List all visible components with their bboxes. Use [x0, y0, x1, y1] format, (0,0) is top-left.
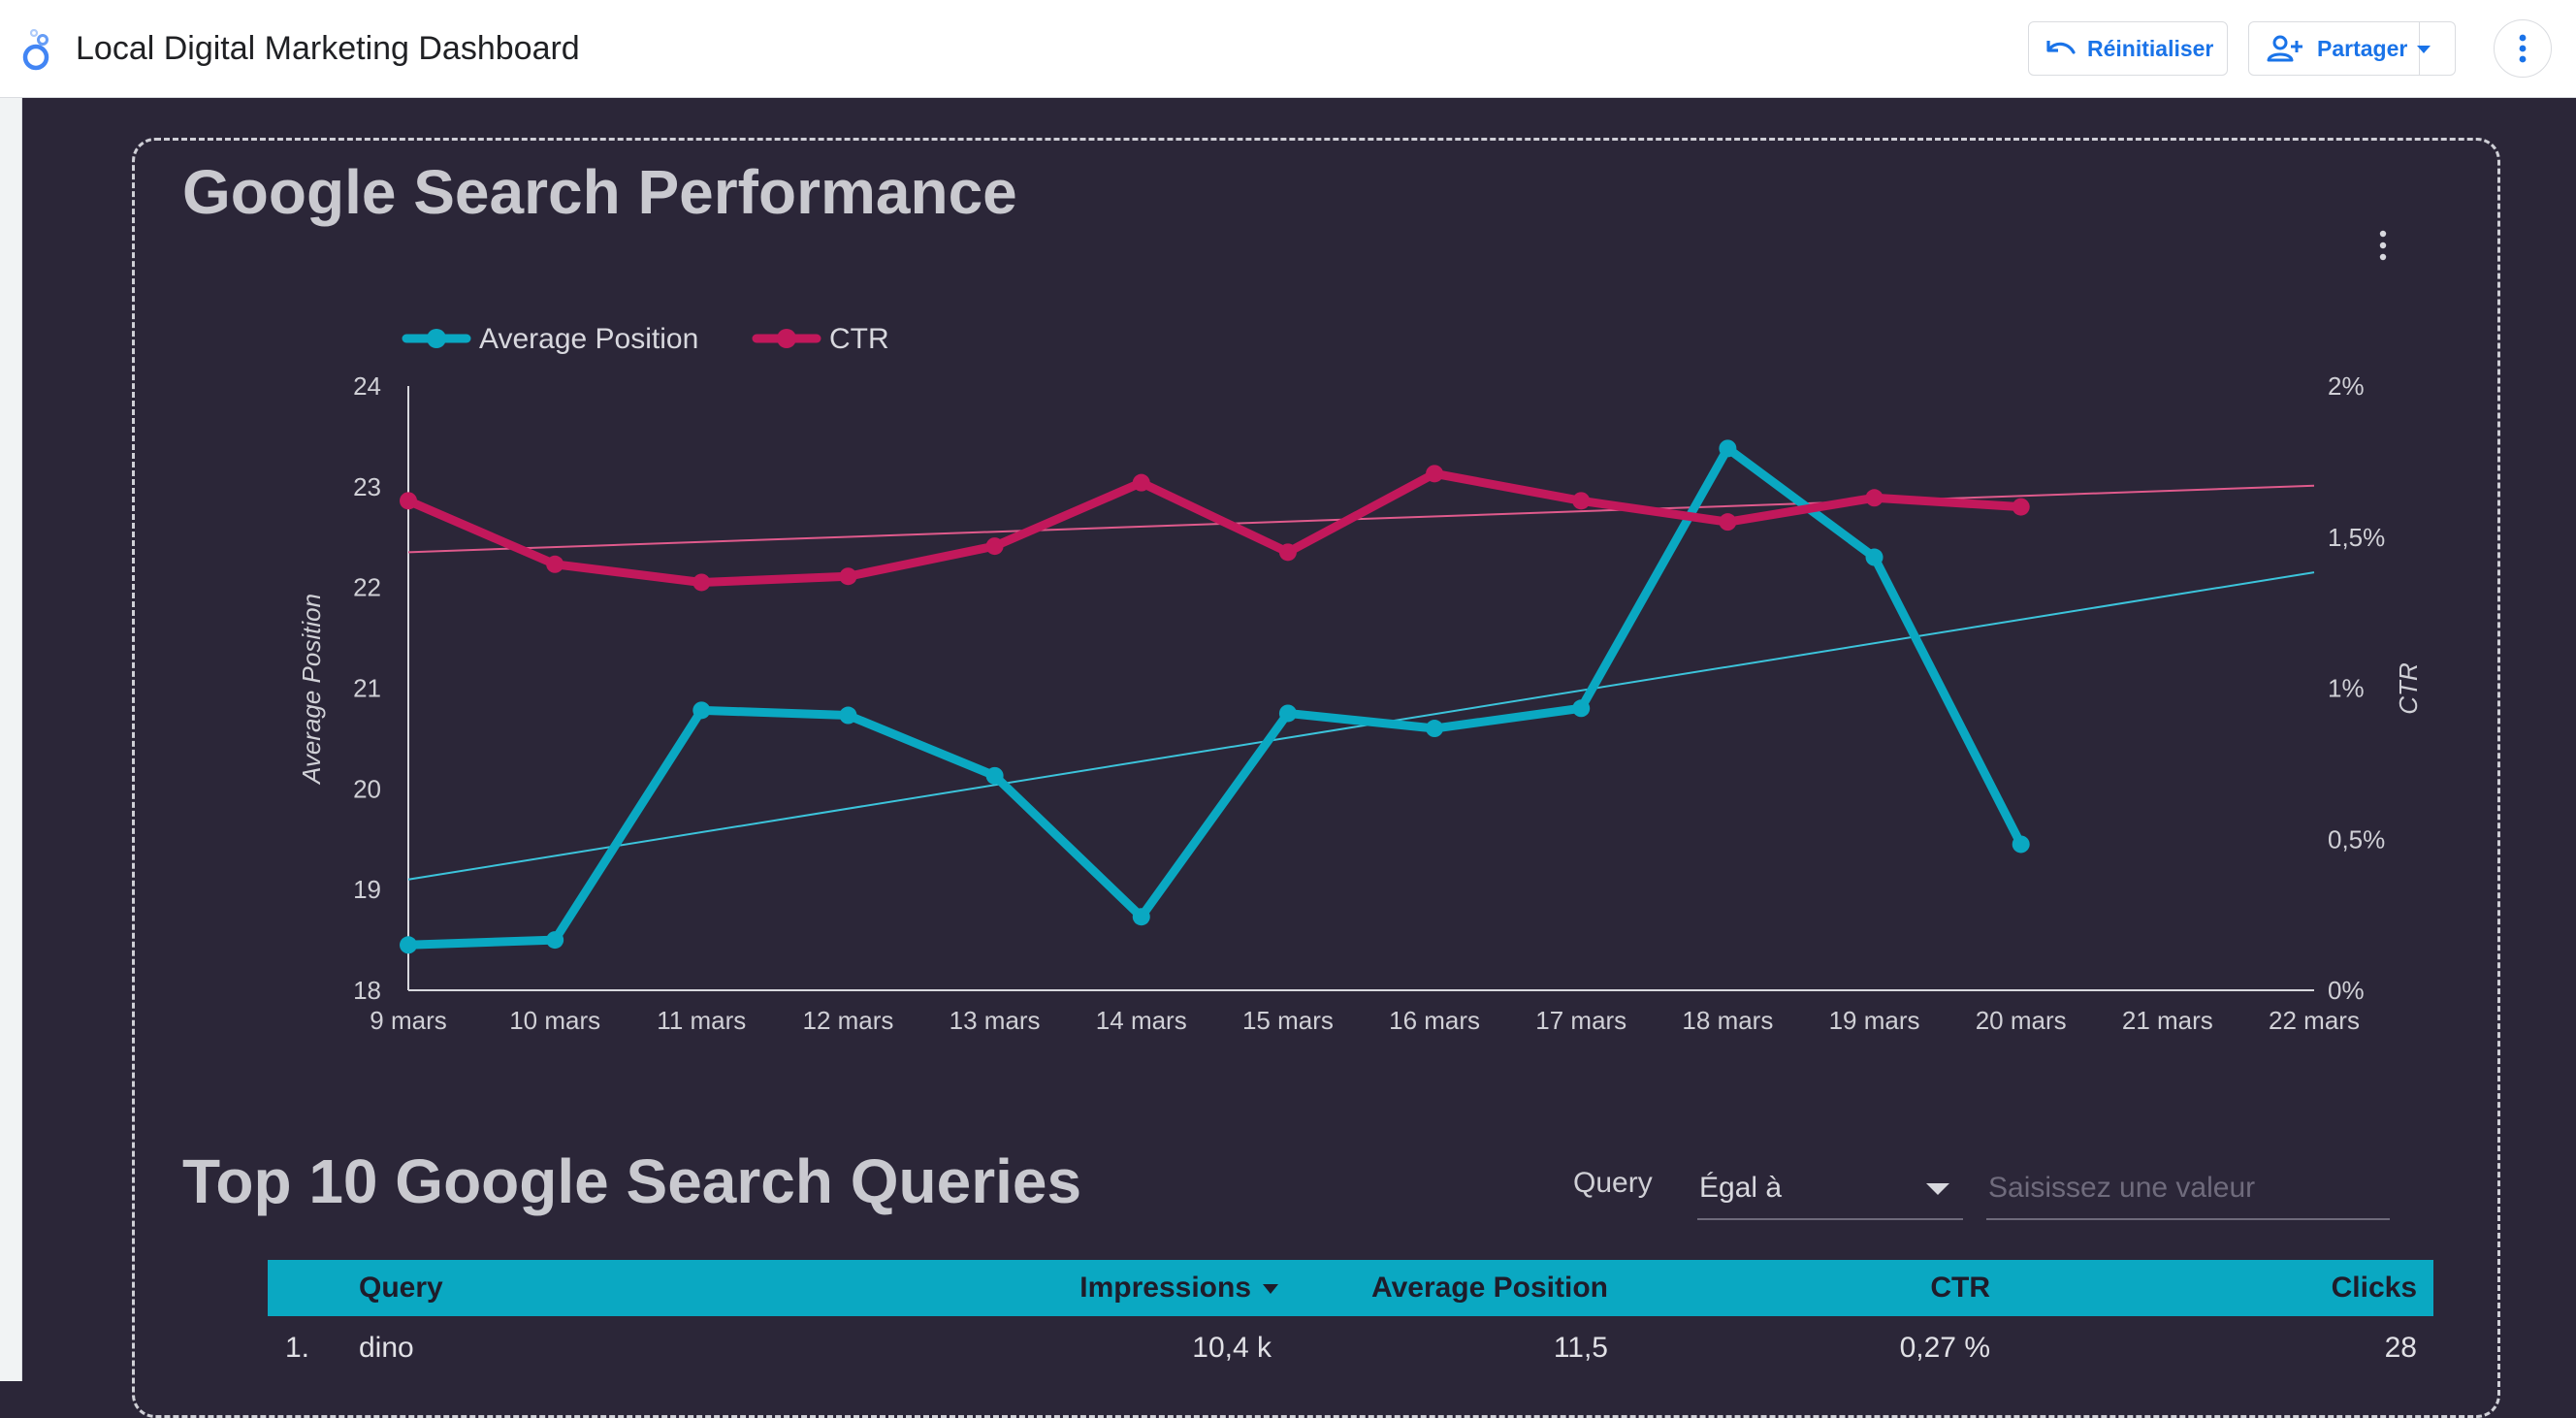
undo-icon: [2046, 41, 2076, 54]
share-split-divider: [2418, 22, 2420, 75]
y-tick-label: 18: [353, 976, 381, 1005]
y2-axis-title: CTR: [2394, 662, 2423, 714]
y2-tick-label: 1,5%: [2328, 523, 2385, 552]
column-header-ctr[interactable]: CTR: [1930, 1272, 1990, 1304]
y-tick-label: 22: [353, 573, 381, 602]
column-header-impressions-label: Impressions: [1079, 1272, 1251, 1304]
reset-button-label: Réinitialiser: [2087, 35, 2214, 61]
x-tick-label: 14 mars: [1096, 1006, 1187, 1035]
data-point: [1719, 439, 1737, 458]
data-point: [1572, 492, 1591, 510]
data-point: [985, 537, 1004, 556]
y-tick-label: 24: [353, 371, 381, 401]
share-button-label: Partager: [2317, 35, 2408, 61]
x-tick-label: 10 mars: [509, 1006, 600, 1035]
chevron-down-icon[interactable]: [2417, 46, 2431, 53]
trendline: [407, 571, 2315, 881]
legend-label: Average Position: [479, 323, 698, 355]
series-line: [403, 443, 2026, 950]
x-tick-label: 15 mars: [1242, 1006, 1334, 1035]
x-tick-label: 11 mars: [657, 1006, 746, 1035]
y2-tick-label: 0%: [2328, 976, 2365, 1005]
x-tick-label: 16 mars: [1389, 1006, 1480, 1035]
data-point: [1865, 548, 1884, 566]
data-point: [1278, 704, 1297, 723]
cell-clicks: 28: [2384, 1332, 2417, 1364]
x-tick-label: 9 mars: [370, 1006, 446, 1035]
filter-operator-value: Égal à: [1699, 1172, 1783, 1204]
x-tick-label: 21 mars: [2122, 1006, 2213, 1035]
person-add-icon: [2267, 35, 2302, 62]
left-rail: [0, 98, 22, 1381]
top-bar: Local Digital Marketing Dashboard Réinit…: [0, 0, 2576, 98]
filter-label: Query: [1573, 1167, 1653, 1199]
row-number: 1.: [285, 1332, 310, 1364]
table-row[interactable]: 1. dino 10,4 k 11,5 0,27 % 28: [268, 1316, 2433, 1380]
chevron-down-icon: [1926, 1183, 1949, 1195]
data-point: [1865, 489, 1884, 507]
share-button[interactable]: Partager: [2248, 21, 2456, 76]
x-tick-label: 18 mars: [1682, 1006, 1773, 1035]
series-line: [403, 468, 2026, 587]
x-tick-label: 17 mars: [1535, 1006, 1626, 1035]
y-tick-label: 19: [353, 875, 381, 904]
column-header-impressions[interactable]: Impressions: [1079, 1260, 1278, 1316]
data-point: [839, 706, 857, 725]
data-point: [400, 492, 417, 510]
data-point: [2012, 498, 2030, 516]
cell-impressions: 10,4 k: [1192, 1332, 1272, 1364]
chart-menu-icon[interactable]: [2376, 229, 2390, 262]
y-axis-title: Average Position: [297, 594, 326, 786]
data-point: [1426, 720, 1444, 738]
chart-title: Google Search Performance: [182, 157, 1017, 227]
x-tick-label: 22 mars: [2269, 1006, 2360, 1035]
x-tick-label: 12 mars: [803, 1006, 894, 1035]
column-header-query[interactable]: Query: [359, 1272, 443, 1304]
cell-ctr: 0,27 %: [1899, 1332, 1990, 1364]
data-point: [546, 931, 564, 950]
data-point: [985, 766, 1004, 785]
legend-swatch-dot: [777, 329, 796, 348]
queries-title: Top 10 Google Search Queries: [182, 1146, 1082, 1216]
x-tick-label: 13 mars: [950, 1006, 1041, 1035]
y2-tick-label: 2%: [2328, 371, 2365, 401]
looker-studio-logo-icon[interactable]: [19, 29, 58, 72]
queries-table: Query Impressions Average Position CTR C…: [268, 1260, 2433, 1380]
data-point: [1132, 473, 1150, 492]
data-point: [2012, 835, 2030, 854]
data-point: [546, 555, 564, 573]
y2-tick-label: 0,5%: [2328, 824, 2385, 854]
table-header: Query Impressions Average Position CTR C…: [268, 1260, 2433, 1316]
filter-value-input[interactable]: [1986, 1158, 2390, 1220]
data-point: [692, 701, 711, 720]
column-header-average-position[interactable]: Average Position: [1371, 1272, 1608, 1304]
y-tick-label: 20: [353, 774, 381, 803]
data-point: [1132, 908, 1150, 926]
search-performance-chart: 18 19 20 21 22 23 24 0% 0,5% 1% 1,5% 2% 9 mars 10 mar…: [297, 323, 2423, 1035]
legend-swatch-dot: [427, 329, 446, 348]
cell-query: dino: [359, 1332, 414, 1364]
data-point: [1719, 513, 1737, 532]
column-header-clicks[interactable]: Clicks: [2331, 1272, 2417, 1304]
y2-tick-label: 1%: [2328, 674, 2365, 703]
data-point: [1572, 699, 1591, 718]
more-options-button[interactable]: [2494, 19, 2552, 78]
legend-label: CTR: [829, 323, 889, 355]
data-point: [1278, 543, 1297, 562]
sort-desc-icon: [1263, 1284, 1278, 1295]
reset-button[interactable]: Réinitialiser: [2028, 21, 2228, 76]
cell-average-position: 11,5: [1553, 1332, 1608, 1364]
kebab-menu-icon: [2519, 34, 2526, 62]
data-point: [400, 936, 417, 954]
x-tick-label: 19 mars: [1829, 1006, 1920, 1035]
data-point: [839, 567, 857, 586]
filter-operator-select[interactable]: Égal à: [1697, 1158, 1963, 1220]
report-title[interactable]: Local Digital Marketing Dashboard: [76, 30, 580, 67]
trendline: [407, 484, 2315, 554]
y-tick-label: 21: [353, 674, 381, 703]
y-tick-label: 23: [353, 472, 381, 501]
x-tick-label: 20 mars: [1976, 1006, 2067, 1035]
data-point: [1426, 465, 1444, 483]
data-point: [692, 573, 711, 592]
